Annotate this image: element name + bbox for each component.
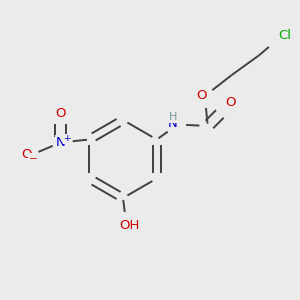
Text: O: O [56,107,66,120]
Text: N: N [168,117,178,130]
Text: H: H [169,112,177,122]
Text: Cl: Cl [278,29,291,42]
Text: OH: OH [119,219,139,232]
Text: N: N [56,136,66,149]
Text: O: O [22,148,32,161]
Text: O: O [196,89,206,102]
Text: −: − [29,154,38,164]
Text: O: O [226,96,236,110]
Text: +: + [64,134,71,143]
